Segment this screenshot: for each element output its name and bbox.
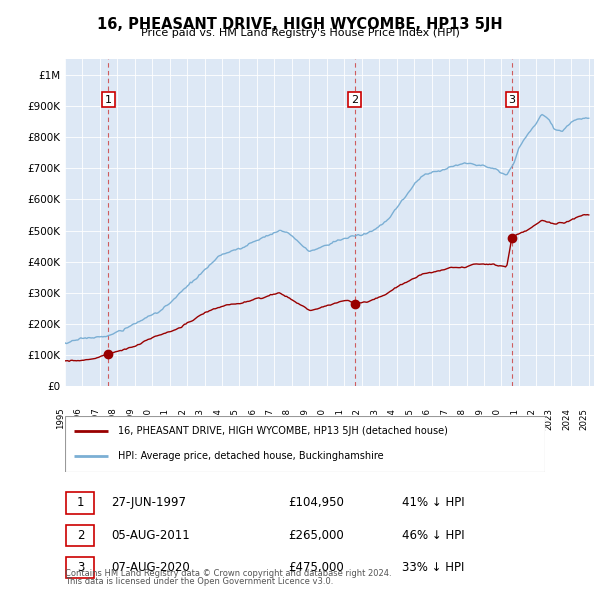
Text: 2015: 2015: [405, 408, 414, 430]
Text: 2019: 2019: [475, 408, 484, 430]
Text: 05-AUG-2011: 05-AUG-2011: [111, 529, 190, 542]
Text: Contains HM Land Registry data © Crown copyright and database right 2024.: Contains HM Land Registry data © Crown c…: [65, 569, 391, 578]
Text: 2025: 2025: [580, 408, 589, 430]
Text: 1995: 1995: [56, 408, 65, 430]
Text: 2011: 2011: [335, 408, 344, 430]
Text: 1998: 1998: [108, 408, 117, 430]
Text: 46% ↓ HPI: 46% ↓ HPI: [402, 529, 464, 542]
Text: 2006: 2006: [248, 408, 257, 430]
Text: 2007: 2007: [265, 408, 274, 430]
Text: Price paid vs. HM Land Registry's House Price Index (HPI): Price paid vs. HM Land Registry's House …: [140, 28, 460, 38]
Text: 2008: 2008: [283, 408, 292, 430]
Text: 16, PHEASANT DRIVE, HIGH WYCOMBE, HP13 5JH (detached house): 16, PHEASANT DRIVE, HIGH WYCOMBE, HP13 5…: [118, 426, 448, 436]
Text: 3: 3: [77, 561, 84, 575]
Text: 2009: 2009: [301, 408, 310, 430]
Text: £475,000: £475,000: [288, 561, 344, 575]
Text: £265,000: £265,000: [288, 529, 344, 542]
Text: 2010: 2010: [318, 408, 327, 430]
Text: 2020: 2020: [493, 408, 502, 430]
Text: 2012: 2012: [353, 408, 362, 430]
Text: HPI: Average price, detached house, Buckinghamshire: HPI: Average price, detached house, Buck…: [118, 451, 383, 461]
Text: 1999: 1999: [125, 408, 134, 430]
Text: 2: 2: [77, 529, 84, 542]
Text: 2017: 2017: [440, 408, 449, 430]
Text: 2014: 2014: [388, 408, 397, 430]
Text: 33% ↓ HPI: 33% ↓ HPI: [402, 561, 464, 575]
Text: 3: 3: [508, 94, 515, 104]
Text: 27-JUN-1997: 27-JUN-1997: [111, 496, 186, 510]
Text: 41% ↓ HPI: 41% ↓ HPI: [402, 496, 464, 510]
Text: 2000: 2000: [143, 408, 152, 430]
Text: 1996: 1996: [73, 408, 82, 430]
Text: 1: 1: [105, 94, 112, 104]
Text: 2018: 2018: [458, 408, 467, 430]
Text: This data is licensed under the Open Government Licence v3.0.: This data is licensed under the Open Gov…: [65, 578, 333, 586]
Text: 2016: 2016: [422, 408, 431, 430]
Text: £104,950: £104,950: [288, 496, 344, 510]
Text: 2005: 2005: [230, 408, 239, 430]
Text: 2021: 2021: [510, 408, 519, 430]
Text: 2004: 2004: [213, 408, 222, 430]
Text: 2001: 2001: [161, 408, 170, 430]
Text: 2023: 2023: [545, 408, 554, 430]
Text: 2022: 2022: [527, 408, 536, 430]
Text: 2002: 2002: [178, 408, 187, 430]
Text: 2013: 2013: [370, 408, 379, 430]
Text: 07-AUG-2020: 07-AUG-2020: [111, 561, 190, 575]
Text: 1997: 1997: [91, 408, 100, 430]
Text: 16, PHEASANT DRIVE, HIGH WYCOMBE, HP13 5JH: 16, PHEASANT DRIVE, HIGH WYCOMBE, HP13 5…: [97, 17, 503, 31]
Text: 1: 1: [77, 496, 84, 510]
Text: 2024: 2024: [562, 408, 571, 430]
Text: 2: 2: [351, 94, 358, 104]
Text: 2003: 2003: [196, 408, 205, 430]
